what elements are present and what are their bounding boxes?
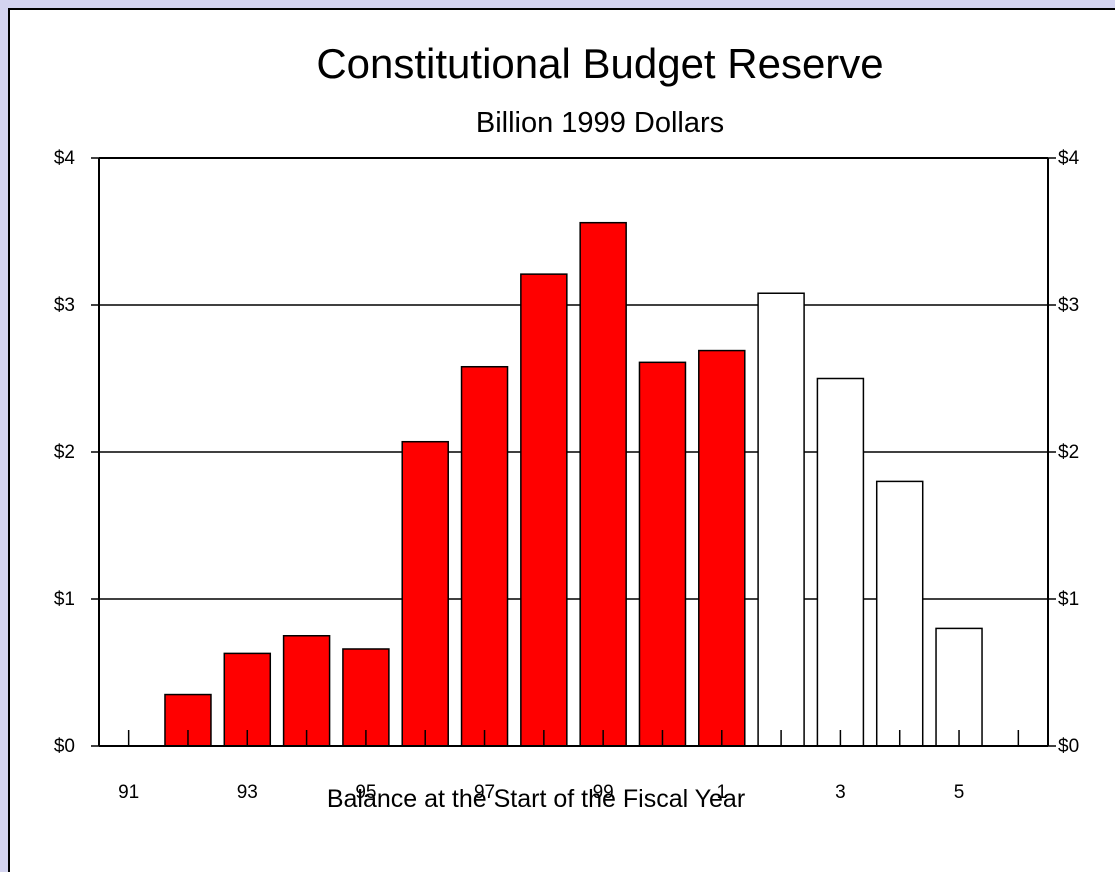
bars bbox=[164, 221, 983, 747]
bar-projected bbox=[935, 627, 983, 747]
y-tick-label: $1 bbox=[54, 589, 75, 610]
bar-projected bbox=[875, 480, 924, 747]
bar-actual bbox=[520, 273, 568, 747]
x-tick-label: 95 bbox=[355, 782, 376, 803]
y-tick-label: $4 bbox=[54, 148, 76, 169]
y-tick-label: $3 bbox=[54, 295, 75, 316]
y-tick-label: $4 bbox=[1058, 148, 1080, 169]
bar-actual bbox=[698, 349, 746, 747]
x-tick-label: 99 bbox=[593, 782, 614, 803]
bar-actual bbox=[460, 365, 509, 747]
y-tick-label: $2 bbox=[1058, 442, 1079, 463]
y-tick-label: $1 bbox=[1058, 589, 1079, 610]
y-tick-label: $2 bbox=[54, 442, 75, 463]
bar-actual bbox=[282, 635, 331, 747]
x-tick-label: 1 bbox=[716, 782, 727, 803]
bar-projected bbox=[816, 377, 865, 747]
bar-actual bbox=[579, 221, 627, 747]
bar-actual bbox=[401, 440, 449, 747]
y-tick-label: $0 bbox=[54, 736, 75, 757]
axes bbox=[91, 157, 1056, 747]
x-tick-label: 93 bbox=[237, 782, 258, 803]
x-tick-label: 5 bbox=[954, 782, 965, 803]
bar-actual bbox=[342, 648, 390, 747]
y-tick-label: $0 bbox=[1058, 736, 1079, 757]
x-tick-label: 91 bbox=[118, 782, 139, 803]
bar-projected bbox=[757, 292, 805, 747]
y-axis-left-labels: $0 $1 $2 $3 $4 bbox=[54, 148, 76, 757]
x-tick-label: 3 bbox=[835, 782, 846, 803]
x-axis-title: Balance at the Start of the Fiscal Year bbox=[327, 785, 745, 813]
x-axis-labels: 91 93 95 97 99 1 3 5 bbox=[118, 782, 964, 803]
y-tick-label: $3 bbox=[1058, 295, 1079, 316]
chart-title: Constitutional Budget Reserve bbox=[316, 40, 883, 87]
chart-subtitle: Billion 1999 Dollars bbox=[476, 107, 724, 139]
bar-actual bbox=[638, 361, 687, 747]
x-tick-label: 97 bbox=[474, 782, 495, 803]
y-axis-right-labels: $0 $1 $2 $3 $4 bbox=[1058, 148, 1080, 757]
